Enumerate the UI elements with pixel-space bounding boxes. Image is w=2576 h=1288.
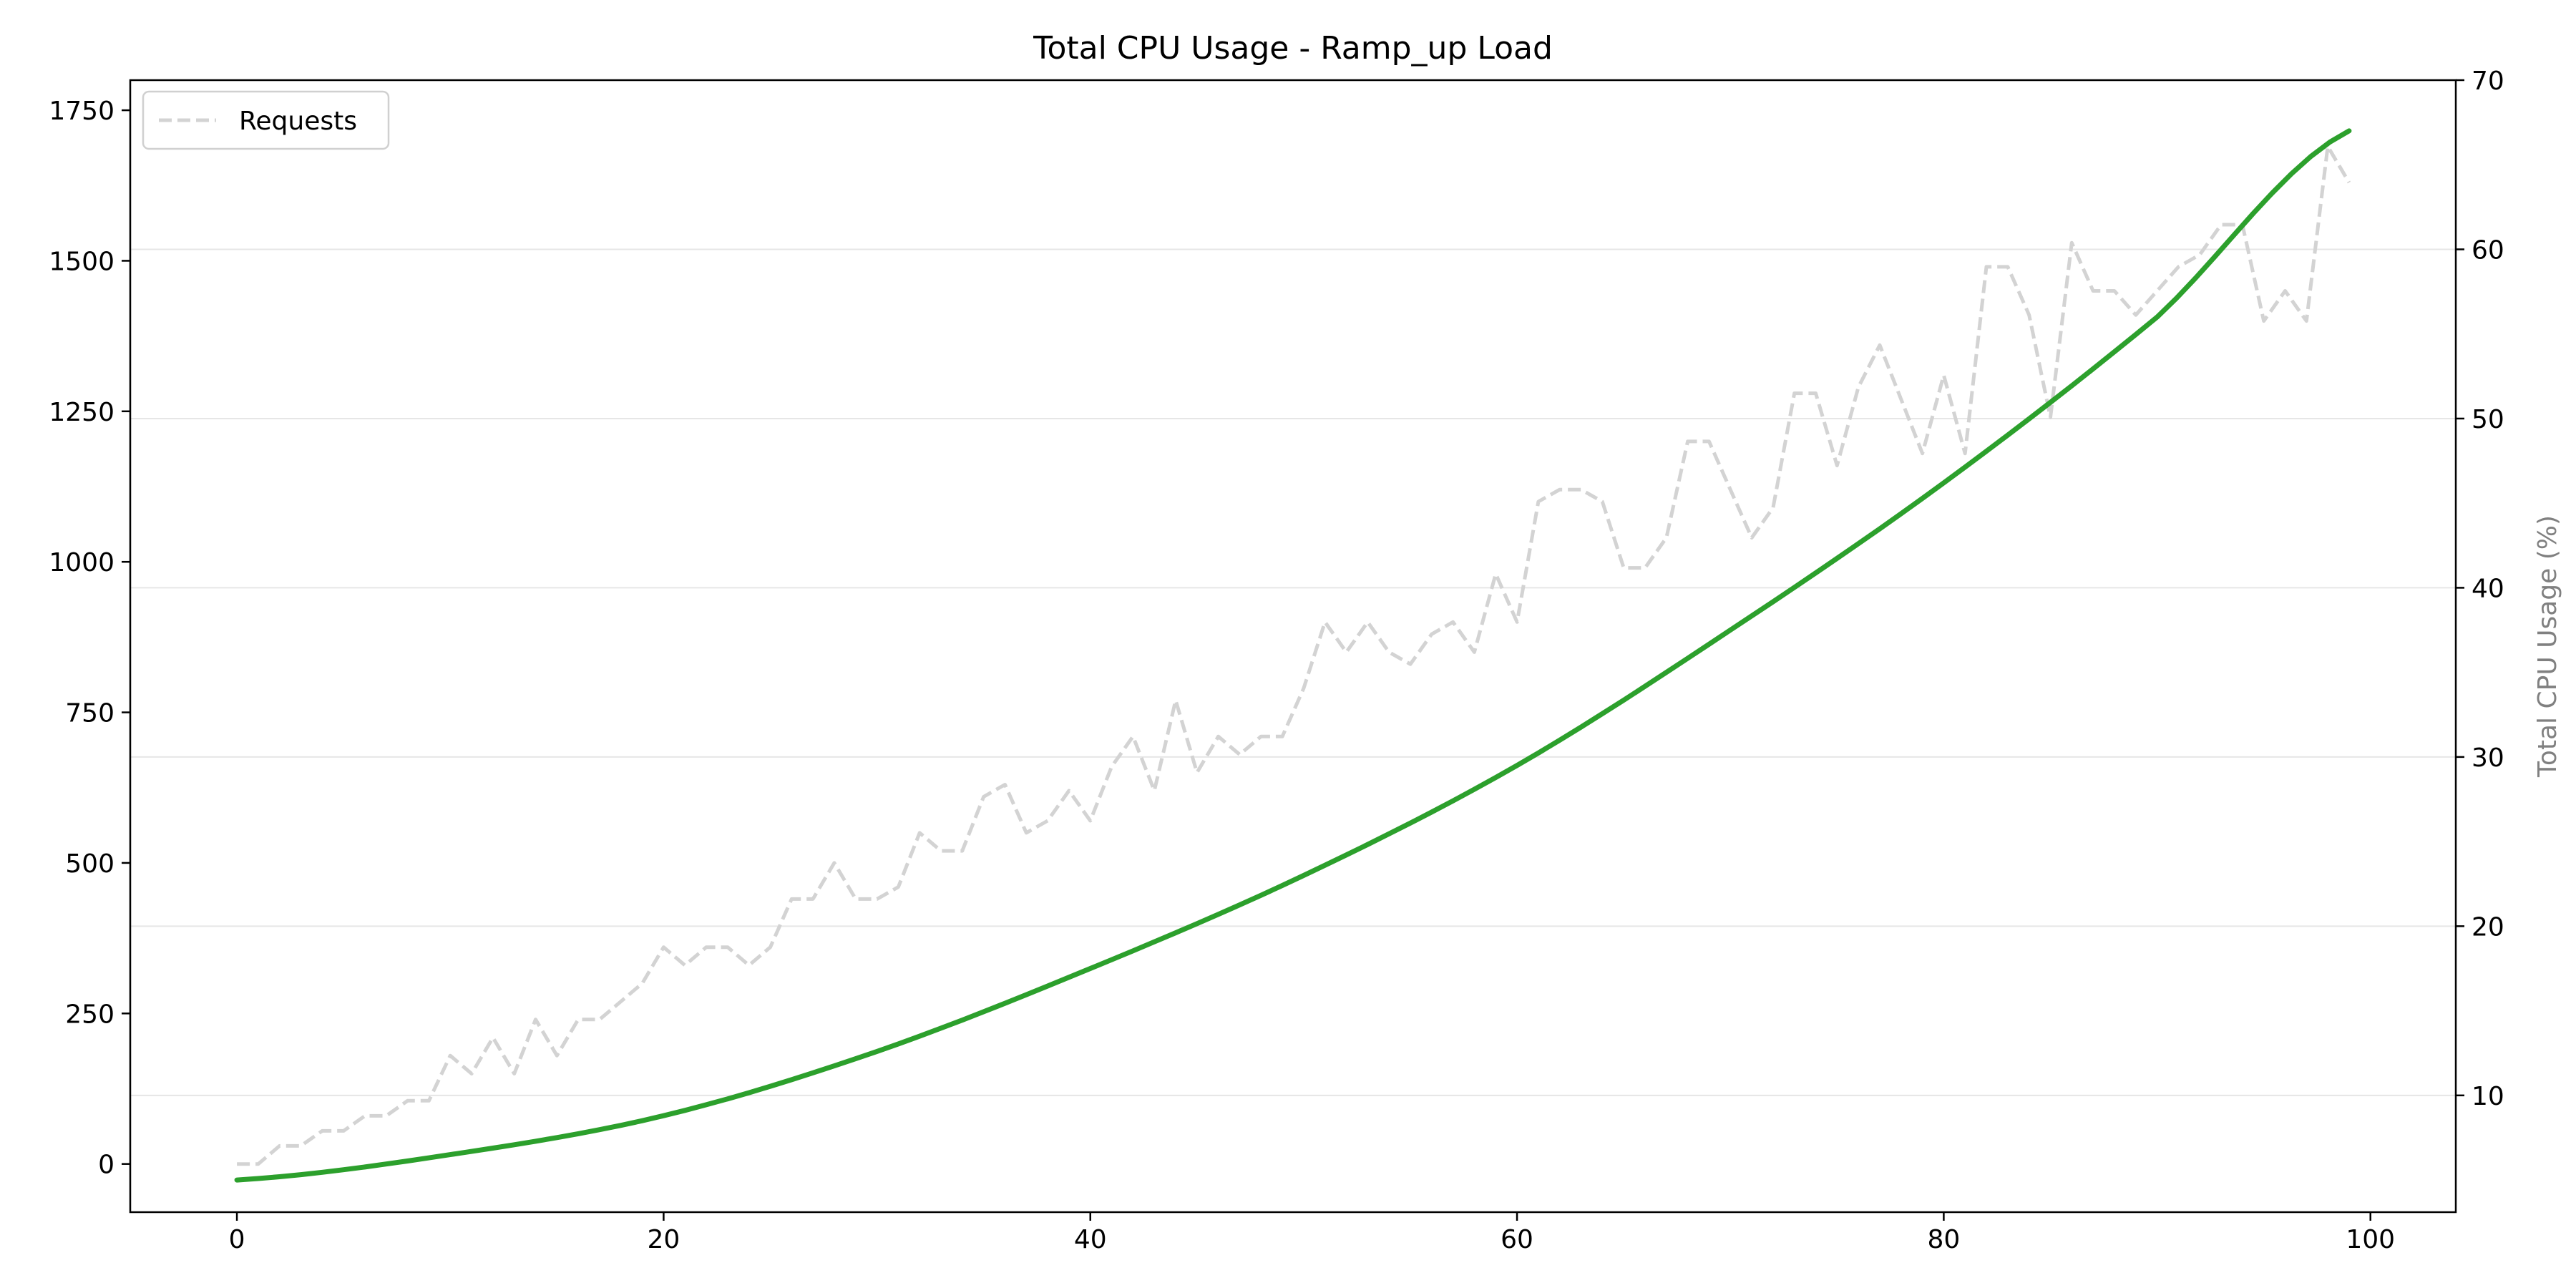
series-layer <box>234 128 2352 1183</box>
x-tick-label: 20 <box>648 1225 680 1254</box>
y-right-tick-label: 50 <box>2472 405 2504 434</box>
x-tick-label: 100 <box>2346 1225 2395 1254</box>
y-axis-right-label: Total CPU Usage (%) <box>2533 515 2562 778</box>
y-left-tick-label: 0 <box>98 1151 114 1180</box>
y-left-tick-label: 250 <box>65 1000 114 1029</box>
y-left-tick-label: 1750 <box>49 97 114 126</box>
y-right-tick-label: 30 <box>2472 743 2504 773</box>
y-left-tick-label: 750 <box>65 699 114 728</box>
y-right-tick-label: 40 <box>2472 574 2504 603</box>
legend: Requests <box>142 90 390 150</box>
x-axis: 0 20 40 60 80 100 <box>229 1212 2395 1254</box>
chart-title: Total CPU Usage - Ramp_up Load <box>1033 30 1553 67</box>
series-line-cpu <box>234 128 2352 1183</box>
x-tick-label: 80 <box>1927 1225 1960 1254</box>
y-left-tick-label: 1000 <box>49 548 114 577</box>
y-left-tick-label: 1250 <box>49 398 114 427</box>
y-right-tick-label: 70 <box>2472 67 2504 96</box>
plot-frame <box>129 79 2457 1214</box>
series-line-requests <box>237 145 2351 1166</box>
x-tick-label: 60 <box>1501 1225 1533 1254</box>
y-left-tick-label: 500 <box>65 849 114 879</box>
y-axis-left: 0 250 500 750 1000 1250 1500 1750 <box>49 97 130 1180</box>
y-right-tick-label: 20 <box>2472 912 2504 942</box>
grid <box>130 248 2456 1096</box>
y-right-tick-label: 60 <box>2472 235 2504 265</box>
y-left-tick-label: 1500 <box>49 247 114 276</box>
y-axis-right: 10 20 30 40 50 60 70 <box>2456 67 2504 1111</box>
legend-box <box>142 90 390 150</box>
x-tick-label: 0 <box>229 1225 245 1254</box>
legend-requests-label: Requests <box>239 107 357 136</box>
x-tick-label: 40 <box>1074 1225 1107 1254</box>
y-right-tick-label: 10 <box>2472 1082 2504 1111</box>
